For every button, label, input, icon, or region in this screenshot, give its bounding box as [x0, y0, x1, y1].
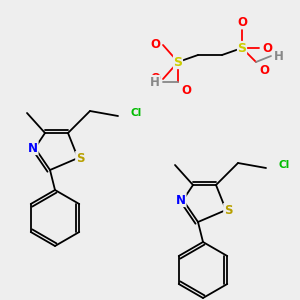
- Text: S: S: [238, 41, 247, 55]
- Text: H: H: [274, 50, 284, 62]
- Text: Cl: Cl: [130, 108, 142, 118]
- Text: N: N: [176, 194, 186, 206]
- Text: O: O: [259, 64, 269, 76]
- Text: S: S: [173, 56, 182, 68]
- Text: O: O: [150, 73, 160, 85]
- Text: S: S: [76, 152, 84, 164]
- Text: H: H: [150, 76, 160, 88]
- Text: O: O: [237, 16, 247, 28]
- Text: Cl: Cl: [278, 160, 290, 170]
- Text: O: O: [262, 41, 272, 55]
- Text: N: N: [28, 142, 38, 154]
- Text: O: O: [150, 38, 160, 52]
- Text: O: O: [181, 83, 191, 97]
- Text: S: S: [224, 203, 232, 217]
